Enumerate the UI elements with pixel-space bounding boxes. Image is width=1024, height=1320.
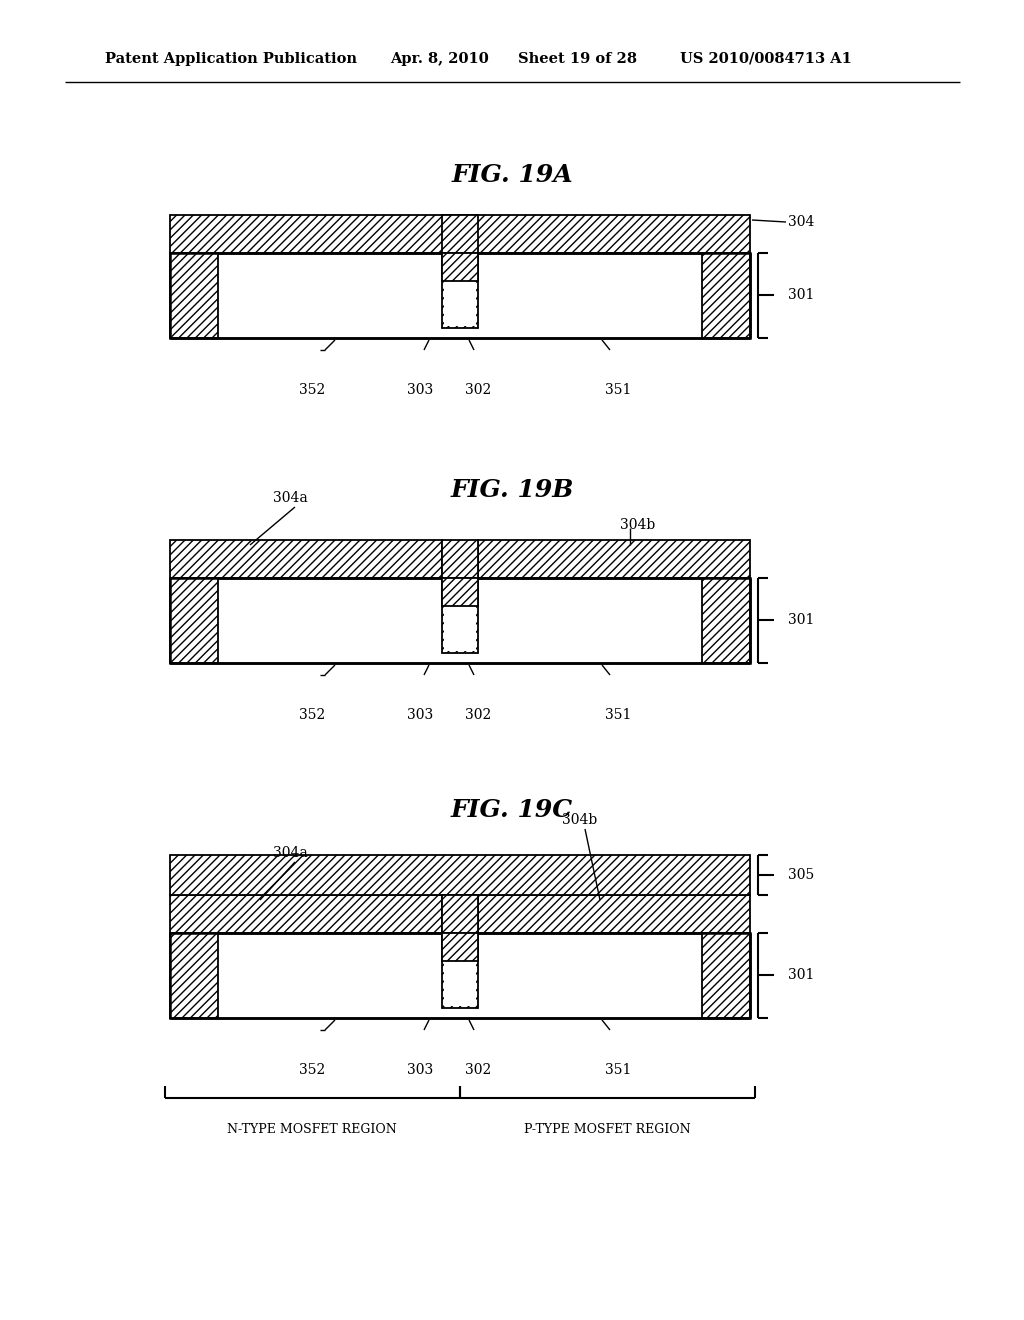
Bar bbox=[702, 253, 750, 338]
Text: 351: 351 bbox=[605, 1063, 631, 1077]
Text: Patent Application Publication: Patent Application Publication bbox=[105, 51, 357, 66]
Bar bbox=[444, 255, 476, 326]
Text: 304a: 304a bbox=[272, 491, 307, 506]
Bar bbox=[170, 578, 750, 663]
Text: 352: 352 bbox=[299, 383, 326, 397]
Bar bbox=[442, 253, 478, 281]
Text: Sheet 19 of 28: Sheet 19 of 28 bbox=[518, 51, 637, 66]
Text: 352: 352 bbox=[299, 708, 326, 722]
Text: Apr. 8, 2010: Apr. 8, 2010 bbox=[390, 51, 488, 66]
Bar bbox=[702, 578, 750, 663]
Text: 302: 302 bbox=[465, 383, 492, 397]
Text: 301: 301 bbox=[788, 968, 814, 982]
Text: 303: 303 bbox=[407, 708, 433, 722]
Bar bbox=[170, 855, 750, 895]
Bar bbox=[442, 578, 478, 606]
Bar bbox=[170, 253, 218, 338]
Bar bbox=[170, 933, 218, 1018]
Text: FIG. 19A: FIG. 19A bbox=[452, 162, 572, 187]
Bar bbox=[170, 895, 442, 933]
Text: FIG. 19B: FIG. 19B bbox=[451, 478, 573, 502]
Text: US 2010/0084713 A1: US 2010/0084713 A1 bbox=[680, 51, 852, 66]
Text: FIG. 19C: FIG. 19C bbox=[451, 799, 573, 822]
Text: 302: 302 bbox=[465, 708, 492, 722]
Text: 305: 305 bbox=[788, 869, 814, 882]
Bar bbox=[442, 895, 478, 1008]
Text: 301: 301 bbox=[788, 288, 814, 302]
Text: 304a: 304a bbox=[272, 846, 307, 861]
Bar bbox=[170, 253, 750, 338]
Text: 302: 302 bbox=[465, 1063, 492, 1077]
Bar bbox=[170, 540, 442, 578]
Bar bbox=[170, 578, 218, 663]
Bar bbox=[170, 215, 750, 253]
Text: P-TYPE MOSFET REGION: P-TYPE MOSFET REGION bbox=[523, 1123, 690, 1137]
Bar bbox=[444, 935, 476, 1006]
Text: 304b: 304b bbox=[620, 517, 655, 532]
Bar bbox=[478, 540, 750, 578]
Bar bbox=[444, 579, 476, 651]
Bar bbox=[442, 215, 478, 327]
Text: 301: 301 bbox=[788, 612, 814, 627]
Bar bbox=[478, 895, 750, 933]
Text: N-TYPE MOSFET REGION: N-TYPE MOSFET REGION bbox=[227, 1123, 397, 1137]
Text: 303: 303 bbox=[407, 383, 433, 397]
Bar bbox=[702, 933, 750, 1018]
Text: 303: 303 bbox=[407, 1063, 433, 1077]
Text: 351: 351 bbox=[605, 708, 631, 722]
Text: 304: 304 bbox=[788, 215, 814, 228]
Text: 304b: 304b bbox=[562, 813, 598, 828]
Text: 351: 351 bbox=[605, 383, 631, 397]
Text: 352: 352 bbox=[299, 1063, 326, 1077]
Bar bbox=[442, 540, 478, 653]
Bar bbox=[442, 933, 478, 961]
Bar bbox=[170, 933, 750, 1018]
